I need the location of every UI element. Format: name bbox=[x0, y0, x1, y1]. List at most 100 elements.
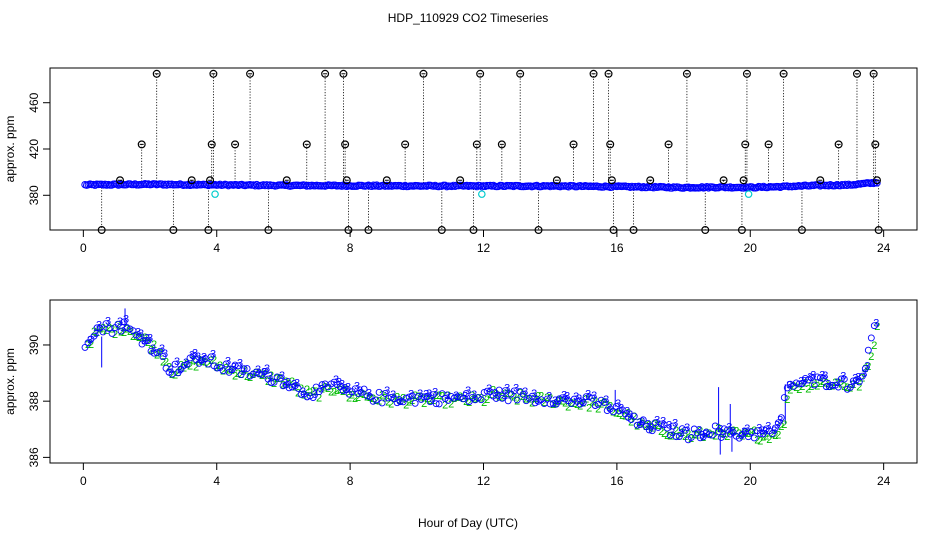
series-2-marker: 2 bbox=[682, 431, 688, 443]
x-tick-label: 4 bbox=[213, 241, 220, 255]
series-2-marker: 2 bbox=[601, 397, 607, 409]
series-2-marker: 2 bbox=[187, 361, 193, 373]
series-3-marker: 3 bbox=[285, 377, 291, 389]
series-2-marker: 2 bbox=[817, 378, 823, 390]
series-3-marker: 3 bbox=[756, 422, 762, 434]
series-2-marker: 2 bbox=[511, 392, 517, 404]
y-tick-label: 420 bbox=[27, 139, 41, 159]
outlier-point bbox=[341, 140, 350, 149]
series-3-marker: 3 bbox=[282, 377, 288, 389]
series-3-point bbox=[711, 422, 719, 430]
series-2-marker: 2 bbox=[85, 339, 91, 351]
series-2-marker: 2 bbox=[769, 428, 775, 440]
series-3-point bbox=[411, 399, 419, 407]
series-3-point bbox=[339, 387, 347, 395]
outlier-point bbox=[604, 69, 613, 78]
x-tick-label: 0 bbox=[80, 241, 87, 255]
series-2-marker: 2 bbox=[379, 390, 385, 402]
outlier-point bbox=[552, 176, 561, 185]
series-2-marker: 2 bbox=[406, 397, 412, 409]
series-2-marker: 2 bbox=[466, 397, 472, 409]
series-2-marker: 2 bbox=[205, 359, 211, 371]
series-3-point bbox=[672, 433, 680, 441]
series-3-point bbox=[552, 400, 560, 408]
series-3-marker: 3 bbox=[573, 391, 579, 403]
outlier-point bbox=[137, 140, 146, 149]
y-tick-label: 460 bbox=[27, 92, 41, 112]
series-2-marker: 2 bbox=[514, 395, 520, 407]
series-3-point bbox=[141, 337, 149, 345]
series-2-marker: 2 bbox=[841, 381, 847, 393]
series-3-point bbox=[453, 393, 461, 401]
outlier-point bbox=[152, 69, 161, 78]
series-3-point bbox=[285, 384, 293, 392]
cyan-point bbox=[744, 190, 753, 198]
series-3-point bbox=[498, 394, 506, 402]
series-2-marker: 2 bbox=[610, 406, 616, 418]
series-3-marker: 3 bbox=[390, 389, 396, 401]
series-3-point bbox=[648, 427, 656, 435]
series-2-marker: 2 bbox=[169, 369, 175, 381]
series-3-marker: 3 bbox=[855, 372, 861, 384]
series-3-point bbox=[462, 390, 470, 398]
series-3-point bbox=[759, 430, 767, 438]
series-3-marker: 3 bbox=[198, 355, 204, 367]
series-3-point bbox=[645, 426, 653, 434]
series-2-marker: 2 bbox=[229, 365, 235, 377]
series-2-marker: 2 bbox=[304, 384, 310, 396]
series-3-point bbox=[294, 384, 302, 392]
series-3-point bbox=[228, 366, 236, 374]
series-3-marker: 3 bbox=[240, 366, 246, 378]
outlier-point bbox=[472, 140, 481, 149]
series-2-marker: 2 bbox=[667, 431, 673, 443]
series-2-marker: 2 bbox=[595, 403, 601, 415]
outlier-point bbox=[282, 176, 291, 185]
y-tick-label: 380 bbox=[27, 185, 41, 205]
series-3-marker: 3 bbox=[294, 377, 300, 389]
series-2-marker: 2 bbox=[859, 372, 865, 384]
series-2-marker: 2 bbox=[778, 421, 784, 433]
series-2-marker: 2 bbox=[220, 366, 226, 378]
series-2-marker: 2 bbox=[223, 362, 229, 374]
series-3-point bbox=[504, 397, 512, 405]
series-2-marker: 2 bbox=[790, 380, 796, 392]
series-2-marker: 2 bbox=[658, 426, 664, 438]
series-2-marker: 2 bbox=[805, 384, 811, 396]
series-3-marker: 3 bbox=[504, 382, 510, 394]
series-2-marker: 2 bbox=[484, 394, 490, 406]
series-2-marker: 2 bbox=[427, 395, 433, 407]
series-3-point bbox=[696, 434, 704, 442]
series-2-marker: 2 bbox=[319, 383, 325, 395]
series-3-point bbox=[372, 396, 380, 404]
series-3-point bbox=[423, 393, 431, 400]
series-3-marker: 3 bbox=[192, 348, 198, 360]
series-3-marker: 3 bbox=[654, 414, 660, 426]
series-2-marker: 2 bbox=[451, 393, 457, 405]
series-3-point bbox=[816, 374, 824, 382]
series-2-marker: 2 bbox=[136, 332, 142, 344]
series-2-marker: 2 bbox=[211, 355, 217, 367]
series-3-point bbox=[93, 324, 101, 332]
series-3-marker: 3 bbox=[261, 366, 267, 378]
outlier-point bbox=[321, 69, 330, 78]
series-2-marker: 2 bbox=[781, 419, 787, 431]
series-3-marker: 3 bbox=[741, 426, 747, 438]
series-3-marker: 3 bbox=[699, 429, 705, 441]
series-3-point bbox=[633, 421, 641, 429]
series-3-point bbox=[846, 383, 854, 391]
series-3-marker: 3 bbox=[312, 389, 318, 401]
series-2-marker: 2 bbox=[385, 396, 391, 408]
series-2-marker: 2 bbox=[589, 397, 595, 409]
series-3-point bbox=[135, 333, 143, 340]
series-3-point bbox=[204, 360, 212, 368]
series-3-marker: 3 bbox=[738, 430, 744, 442]
series-3-marker: 3 bbox=[618, 402, 624, 414]
series-2-marker: 2 bbox=[691, 429, 697, 441]
series-3-marker: 3 bbox=[423, 388, 429, 400]
series-3-point bbox=[396, 398, 404, 406]
series-3-marker: 3 bbox=[864, 360, 870, 372]
series-2-marker: 2 bbox=[139, 333, 145, 345]
series-2-marker: 2 bbox=[577, 400, 583, 412]
series-3-marker: 3 bbox=[645, 418, 651, 430]
outlier-point bbox=[646, 176, 655, 185]
